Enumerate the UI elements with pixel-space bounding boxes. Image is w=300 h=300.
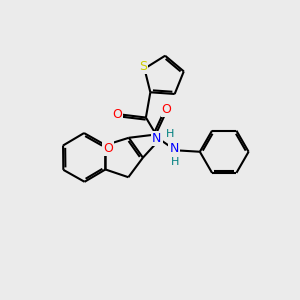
Text: H: H <box>171 157 180 166</box>
Text: O: O <box>162 103 172 116</box>
Text: N: N <box>169 142 179 155</box>
Text: O: O <box>103 142 113 155</box>
Text: N: N <box>152 132 162 145</box>
Text: H: H <box>167 130 175 140</box>
Text: S: S <box>139 60 147 73</box>
Text: O: O <box>112 108 122 121</box>
